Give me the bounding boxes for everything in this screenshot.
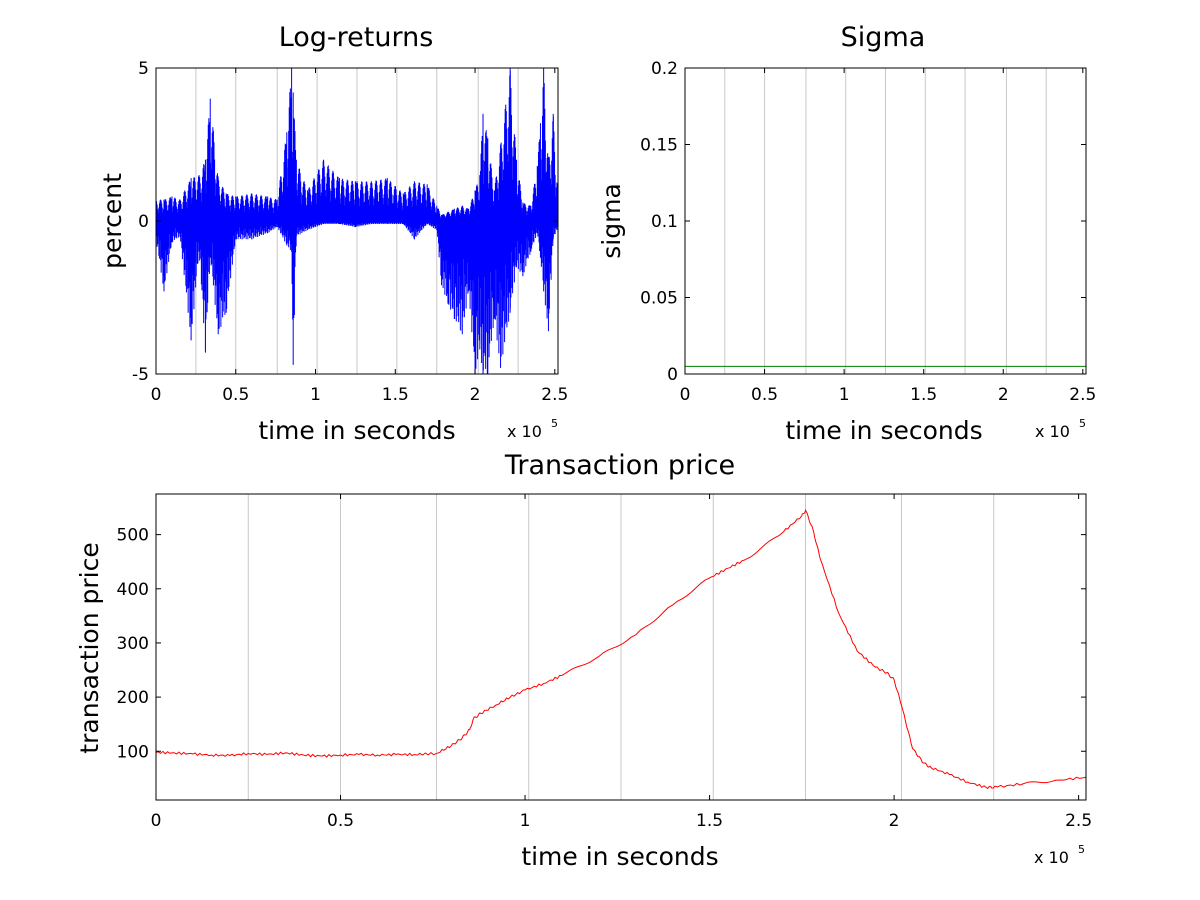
chart-title: Transaction price (504, 450, 735, 481)
series (155, 508, 1087, 790)
x-tick-label: 2.5 (1065, 811, 1092, 831)
x-tick-label: 1.5 (696, 811, 723, 831)
x-axis-label: time in seconds (521, 842, 718, 871)
series-line (155, 508, 1087, 790)
y-tick-label: 0.15 (640, 136, 678, 156)
x-tick-label: 2 (889, 811, 900, 831)
gridlines (724, 68, 1087, 374)
x-tick-label: 0 (151, 385, 162, 405)
y-tick-label: 100 (117, 742, 149, 762)
y-tick-label: 200 (117, 688, 149, 708)
x-tick-label: 1 (310, 385, 321, 405)
chart-price: Transaction price 0 0.5 1 1.5 2 2.5 100 200 300 4… (75, 450, 1092, 871)
plot-frame (155, 493, 1087, 801)
x-tick-label: 0.5 (327, 811, 354, 831)
x-multiplier: x 10 (1035, 422, 1070, 441)
y-tick-label: 0 (667, 365, 678, 385)
ticks: 0 0.5 1 1.5 2 2.5-505 (132, 59, 568, 405)
x-tick-label: 2 (998, 385, 1009, 405)
y-tick-label: 400 (117, 580, 149, 600)
x-tick-label: 2.5 (541, 385, 568, 405)
y-tick-label: 0.1 (651, 212, 678, 232)
y-tick-label: -5 (132, 365, 149, 385)
x-multiplier: x 10 (507, 422, 542, 441)
x-multiplier-exponent: 5 (1078, 843, 1085, 856)
y-axis-label: sigma (597, 183, 626, 259)
y-tick-label: 0 (138, 212, 149, 232)
y-tick-label: 5 (138, 59, 149, 79)
y-tick-label: 500 (117, 526, 149, 546)
x-tick-label: 1.5 (910, 385, 937, 405)
ticks: 0 0.5 1 1.5 2 2.5 0 0.05 0.1 0.15 0.2 (640, 59, 1096, 405)
chart-title: Sigma (841, 22, 926, 53)
gridlines (247, 494, 1087, 800)
x-axis-label: time in seconds (258, 416, 455, 445)
y-tick-label: 0.2 (651, 59, 678, 79)
x-multiplier: x 10 (1034, 848, 1069, 867)
y-tick-label: 0.05 (640, 289, 678, 309)
x-tick-label: 0 (680, 385, 691, 405)
y-tick-label: 300 (117, 634, 149, 654)
y-axis-label: transaction price (75, 542, 104, 753)
x-multiplier-exponent: 5 (1079, 417, 1086, 430)
x-tick-label: 1 (839, 385, 850, 405)
x-axis-label: time in seconds (785, 416, 982, 445)
y-axis-label: percent (98, 173, 127, 269)
ticks: 0 0.5 1 1.5 2 2.5 100 200 300 400 500 (117, 494, 1092, 831)
x-tick-label: 0.5 (751, 385, 778, 405)
x-tick-label: 0.5 (222, 385, 249, 405)
x-tick-label: 0 (151, 811, 162, 831)
x-tick-label: 2.5 (1069, 385, 1096, 405)
chart-logret: Log-returns 0 0.5 1 1.5 2 2.5-505 time in sec… (98, 22, 568, 445)
x-multiplier-exponent: 5 (551, 417, 558, 430)
x-tick-label: 2 (470, 385, 481, 405)
x-tick-label: 1 (520, 811, 531, 831)
x-tick-label: 1.5 (382, 385, 409, 405)
chart-sigma: Sigma 0 0.5 1 1.5 2 2.5 0 0.05 0.1 0.15 0.2 time i… (597, 22, 1096, 445)
chart-title: Log-returns (279, 22, 434, 53)
